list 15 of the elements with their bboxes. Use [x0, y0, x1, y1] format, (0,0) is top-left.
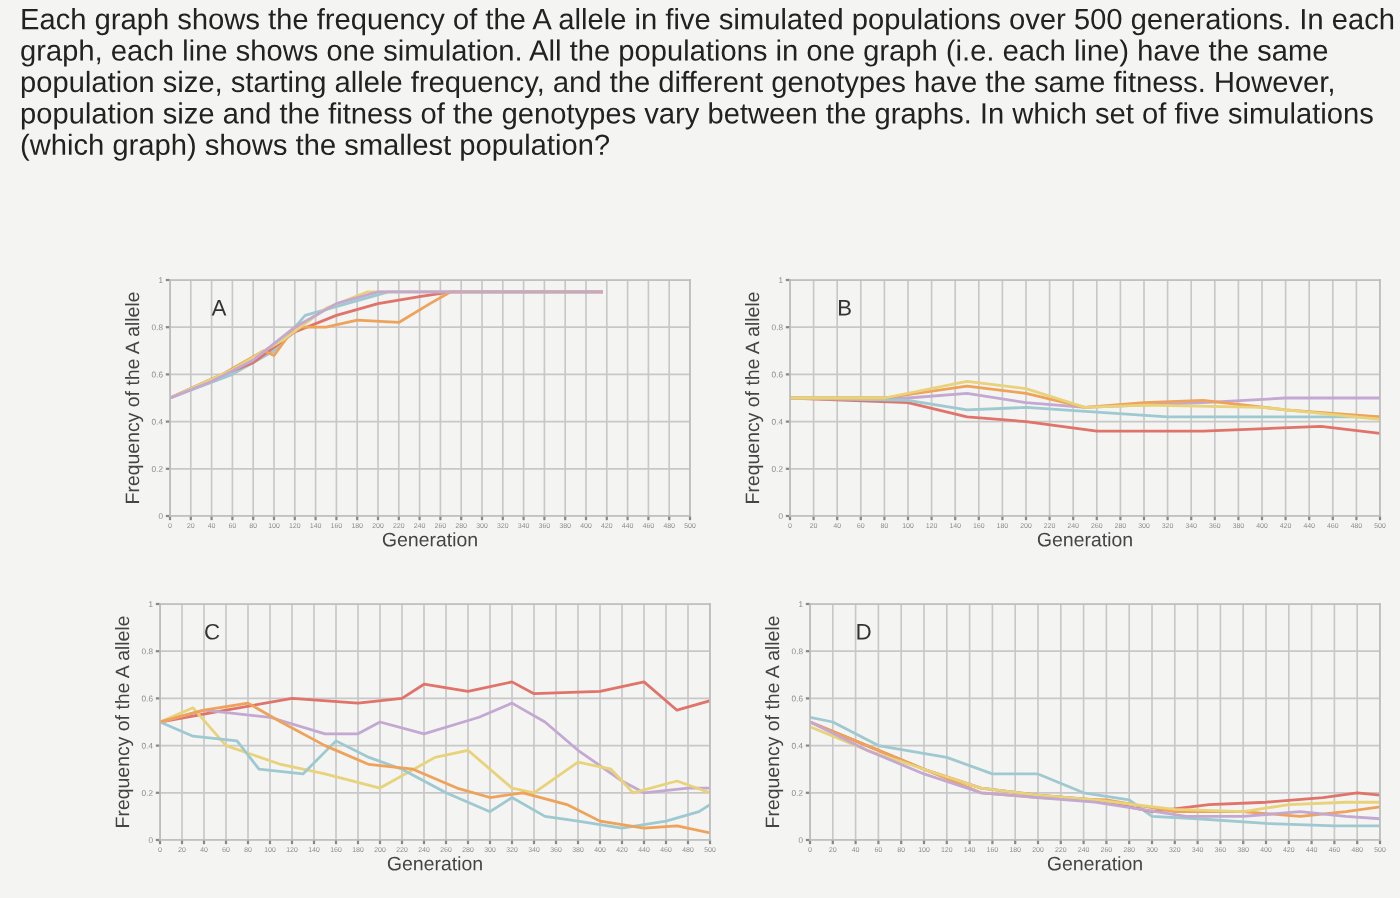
line-series: [160, 701, 710, 835]
y-axis-title: Frequency of the A allele: [765, 616, 784, 827]
y-axis-title: Frequency of the A allele: [745, 292, 764, 503]
x-axis-title: Generation: [1047, 856, 1142, 871]
x-axis-title: Generation: [1037, 532, 1132, 547]
text: C: [205, 623, 220, 640]
y-axis-title: Frequency of the A allele: [115, 616, 134, 827]
text: Each graph shows the frequency of the A allele in five simulated populations over 500 generations. In each graph, each line shows one simulation. All the populations in one graph (i.e. each line) have the same population size, starting allele frequency, and the different genotypes have the same fitness. However, population size and the fitness of the genotypes vary between the graphs. In which set of five simulations (which graph) shows the smallest population?: [21, 8, 1394, 161]
line-series: [160, 720, 710, 830]
y-axis-title: Frequency of the A allele: [125, 292, 144, 503]
x-axis-title: Generation: [387, 856, 482, 871]
text: B: [839, 300, 851, 316]
x-axis-title: Generation: [382, 532, 477, 547]
text: A: [211, 300, 227, 316]
text: D: [857, 624, 871, 640]
